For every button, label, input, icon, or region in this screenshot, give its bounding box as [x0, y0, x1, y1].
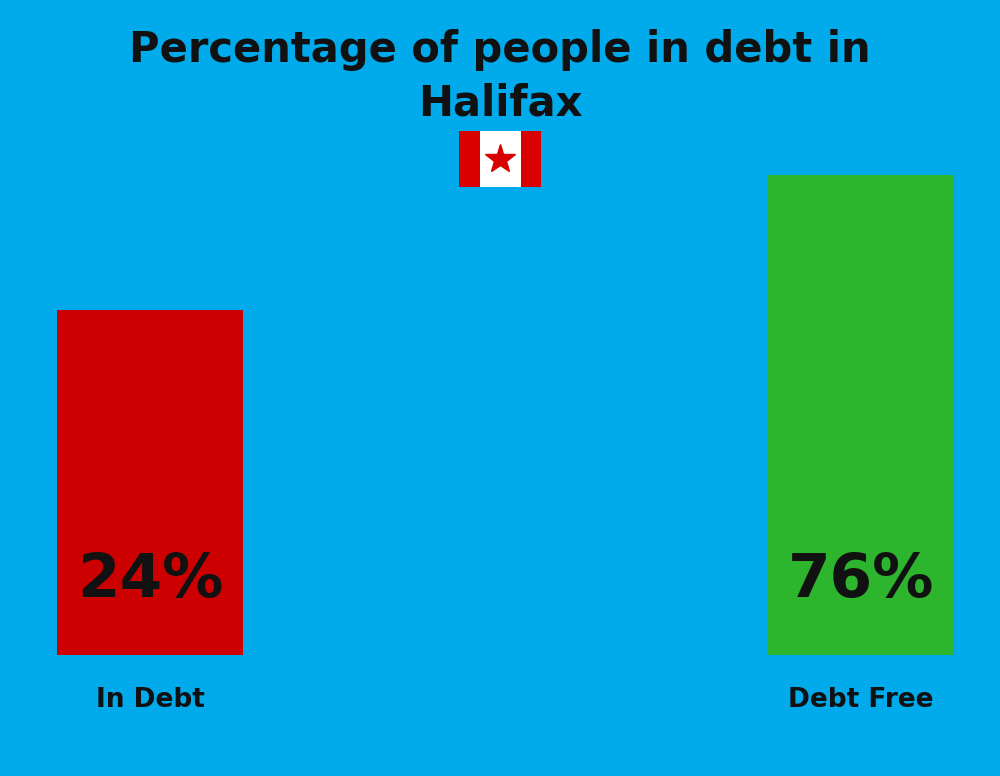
FancyBboxPatch shape	[520, 131, 541, 187]
FancyBboxPatch shape	[57, 310, 243, 655]
FancyBboxPatch shape	[459, 131, 541, 187]
FancyBboxPatch shape	[459, 131, 480, 187]
FancyBboxPatch shape	[768, 175, 954, 655]
Text: Halifax: Halifax	[418, 83, 582, 125]
Text: In Debt: In Debt	[96, 687, 204, 713]
Text: 76%: 76%	[788, 550, 934, 609]
Text: 24%: 24%	[77, 550, 223, 609]
Text: Percentage of people in debt in: Percentage of people in debt in	[129, 29, 871, 71]
Text: Debt Free: Debt Free	[788, 687, 934, 713]
